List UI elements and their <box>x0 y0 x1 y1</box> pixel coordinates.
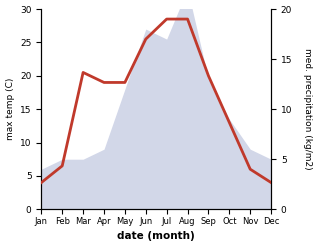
X-axis label: date (month): date (month) <box>117 231 195 242</box>
Y-axis label: med. precipitation (kg/m2): med. precipitation (kg/m2) <box>303 48 313 170</box>
Y-axis label: max temp (C): max temp (C) <box>5 78 15 140</box>
